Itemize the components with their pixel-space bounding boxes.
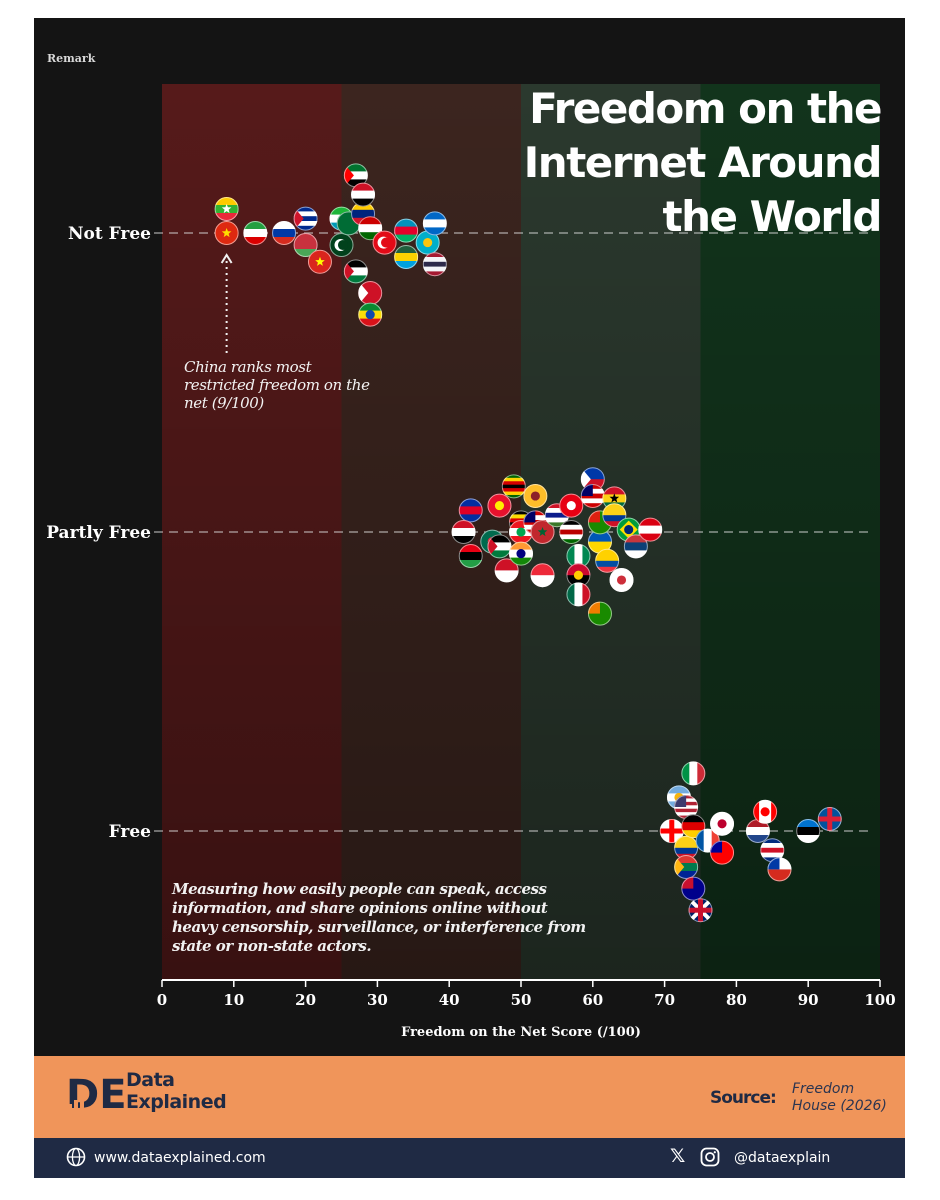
flag-south-korea <box>609 568 634 592</box>
chart-area: Not Free Partly Free Free 0 10 20 30 40 50 60 70 8… <box>46 84 896 1040</box>
flag-belarus <box>293 233 318 257</box>
source-value: Freedom House (2026) <box>792 1081 887 1114</box>
flag-egypt <box>351 182 376 207</box>
flag-kenya <box>559 520 584 544</box>
flag-russia <box>272 221 297 245</box>
flag-iraq <box>451 520 476 544</box>
flag-serbia <box>623 534 648 559</box>
flag-armenia <box>638 517 663 542</box>
x-axis-label: Freedom on the Net Score (/100) <box>401 1025 641 1040</box>
flag-cuba <box>293 206 318 231</box>
flag-turkey <box>372 230 397 255</box>
brand-bar: DE Data Explained Source: Freedom House … <box>34 1056 905 1138</box>
flag-azerbaijan <box>394 218 419 243</box>
flag-singapore <box>530 563 555 588</box>
annotation-arrowhead <box>220 253 233 264</box>
flag-nicaragua <box>422 211 447 236</box>
flag-kyrgyzstan <box>487 493 512 518</box>
x-tick-label: 80 <box>726 991 747 1009</box>
x-tick-label: 100 <box>864 991 895 1009</box>
flag-ecuador <box>595 548 620 573</box>
flag-india <box>509 541 533 566</box>
flag-mexico <box>566 582 591 607</box>
flag-myanmar <box>214 197 239 221</box>
x-tick-label: 0 <box>157 991 167 1009</box>
flag-taiwan <box>710 840 735 865</box>
chart-description: Measuring how easily people can speak, a… <box>172 880 586 955</box>
data-explained-logo-icon: DE <box>66 1070 127 1120</box>
x-tick-label: 60 <box>582 991 603 1009</box>
flag-australia <box>681 876 706 901</box>
category-label: Not Free <box>68 224 151 244</box>
flag-pakistan <box>329 233 354 257</box>
remark-label: Remark <box>47 52 96 65</box>
flag-sri-lanka <box>523 484 548 508</box>
globe-icon <box>66 1147 86 1167</box>
flag-estonia <box>796 819 821 843</box>
x-tick-label: 20 <box>295 991 316 1009</box>
category-label: Partly Free <box>46 523 151 543</box>
flag-zimbabwe <box>501 474 526 499</box>
china-annotation: China ranks most restricted freedom on t… <box>184 358 370 412</box>
flag-canada <box>753 799 778 824</box>
x-tick-label: 30 <box>367 991 388 1009</box>
flag-italy <box>681 761 706 786</box>
x-icon[interactable]: 𝕏 <box>670 1145 686 1167</box>
flag-palestine <box>487 534 512 559</box>
social-handle[interactable]: @dataexplain <box>734 1150 831 1166</box>
flag-georgia <box>659 819 684 843</box>
category-label: Free <box>109 822 152 842</box>
x-tick-label: 40 <box>439 991 460 1009</box>
flag-libya <box>458 544 483 568</box>
x-tick-label: 70 <box>654 991 675 1009</box>
flag-vietnam <box>307 249 332 274</box>
footer-bar: www.dataexplained.com 𝕏 @dataexplain <box>34 1138 905 1178</box>
flag-china <box>214 221 239 245</box>
poster: Not Free Partly Free Free 0 10 20 30 40 50 60 70 8… <box>34 18 905 1178</box>
instagram-icon[interactable] <box>700 1147 720 1167</box>
flag-tajikistan <box>358 216 383 241</box>
flag-rwanda <box>394 245 419 269</box>
flag-ethiopia <box>358 302 383 327</box>
flag-jordan <box>343 259 368 284</box>
flag-iran <box>243 221 268 245</box>
flag-iceland <box>817 807 842 831</box>
flag-tunisia <box>559 493 584 518</box>
flag-south-africa <box>674 855 699 879</box>
flag-thailand <box>422 252 447 277</box>
brand-name: Data Explained <box>126 1069 227 1113</box>
flag-france <box>695 828 720 853</box>
flag-japan <box>710 811 735 836</box>
chart-title: Freedom on the Internet Around the World <box>523 84 883 241</box>
x-tick-label: 90 <box>798 991 819 1009</box>
flag-bahrain <box>358 281 383 305</box>
flag-cambodia <box>458 498 483 523</box>
flag-morocco <box>530 520 555 544</box>
flag-colombia <box>602 503 627 528</box>
source-label: Source: <box>710 1088 777 1108</box>
flag-zambia-2 <box>587 601 612 626</box>
flag-uk <box>688 898 713 923</box>
flag-germany <box>681 814 706 839</box>
website-link[interactable]: www.dataexplained.com <box>94 1150 266 1166</box>
x-tick-label: 10 <box>223 991 244 1009</box>
x-tick-label: 50 <box>511 991 532 1009</box>
